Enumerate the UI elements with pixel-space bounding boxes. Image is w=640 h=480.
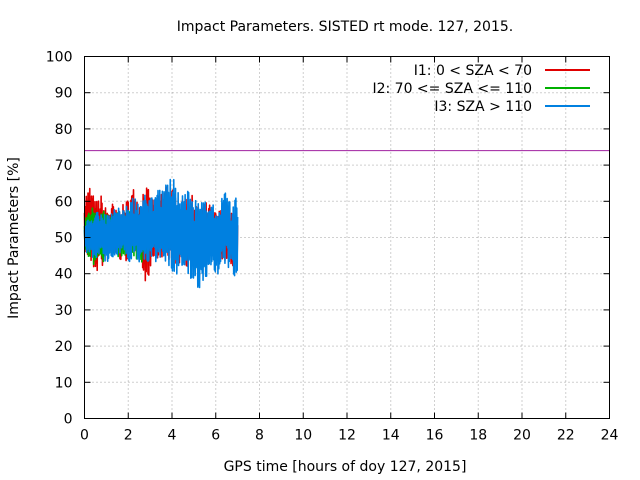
x-tick-label: 12 [338,428,356,444]
y-tick-label: 10 [55,375,73,391]
plot-frame [84,56,610,419]
x-tick-label: 14 [382,428,400,444]
series-layer [83,178,239,289]
x-axis-label: GPS time [hours of doy 127, 2015] [224,459,467,475]
x-tick-label: 10 [294,428,312,444]
x-tick-label: 2 [124,428,133,444]
x-tick-label: 22 [557,428,575,444]
y-tick-label: 50 [55,231,73,247]
y-tick-label: 40 [55,267,73,283]
x-tick-label: 20 [513,428,531,444]
axis-ticks: 0 2 4 6 8 10 12 14 16 18 20 22 240102030405060708090… [46,50,619,444]
y-tick-label: 90 [55,86,73,102]
chart-title: Impact Parameters. SISTED rt mode. 127, … [177,19,513,35]
x-tick-label: 4 [168,428,177,444]
x-tick-label: 6 [211,428,220,444]
x-tick-label: 18 [469,428,487,444]
y-tick-label: 100 [46,50,73,66]
legend-label: I2: 70 <= SZA <= 110 [372,81,532,97]
legend-label: I1: 0 < SZA < 70 [414,63,532,79]
y-tick-label: 70 [55,158,73,174]
y-axis-label: Impact Parameters [%] [6,157,22,319]
x-tick-label: 24 [601,428,619,444]
y-tick-label: 30 [55,303,73,319]
x-tick-label: 0 [80,428,89,444]
y-tick-label: 20 [55,339,73,355]
y-tick-label: 80 [55,122,73,138]
legend-label: I3: SZA > 110 [434,99,532,115]
y-tick-label: 60 [55,194,73,210]
series-line [83,178,239,289]
y-tick-label: 0 [64,412,73,428]
x-tick-label: 8 [255,428,264,444]
x-tick-label: 16 [426,428,444,444]
legend: I1: 0 < SZA < 70 I2: 70 <= SZA <= 110 I3: … [372,63,590,115]
